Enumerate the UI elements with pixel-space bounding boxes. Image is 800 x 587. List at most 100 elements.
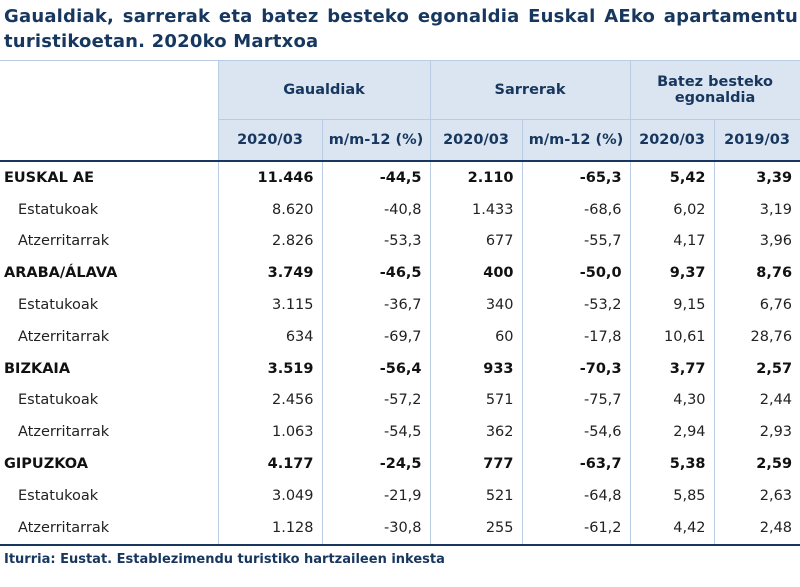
sub-header: 2020/03 (629, 119, 715, 162)
row-label: Estatukoak (0, 479, 219, 512)
cell: 5,42 (630, 161, 715, 194)
cell: -55,7 (522, 225, 631, 258)
cell: -68,6 (522, 193, 631, 226)
cell: 2,63 (759, 487, 793, 504)
cell: -46,5 (322, 257, 431, 290)
cell: 2.110 (430, 161, 523, 194)
cell: 3.049 (218, 479, 323, 512)
sub-header: 2020/03 (429, 119, 523, 162)
cell: -69,7 (322, 320, 431, 353)
table-row: Estatukoak 3.049 -21,9 521 -64,8 5,85 2,63 (0, 479, 800, 512)
row-label: GIPUZKOA (0, 448, 219, 480)
cell: 255 (430, 511, 523, 546)
cell: -65,3 (522, 161, 631, 194)
cell: 60 (430, 320, 523, 353)
row-label: Atzerritarrak (0, 511, 219, 546)
cell: 8,76 (756, 265, 793, 282)
cell: -56,4 (322, 352, 431, 385)
table-row: GIPUZKOA 4.177 -24,5 777 -63,7 5,38 2,59 (0, 448, 800, 480)
cell: 3,19 (759, 201, 793, 218)
cell: -54,6 (522, 416, 631, 449)
cell: 2,94 (630, 416, 715, 449)
cell: -44,5 (322, 161, 431, 194)
cell: 28,76 (750, 328, 793, 345)
cell: 677 (430, 225, 523, 258)
cell: -63,7 (522, 448, 631, 480)
cell: -30,8 (322, 511, 431, 546)
cell: -54,5 (322, 416, 431, 449)
cell: 571 (430, 384, 523, 417)
table-row: Estatukoak 3.115 -36,7 340 -53,2 9,15 6,76 (0, 289, 800, 321)
table-row: Atzerritarrak 1.063 -54,5 362 -54,6 2,94 2,93 (0, 416, 800, 449)
group-header: Batez besteko egonaldia (629, 60, 800, 120)
cell: -36,7 (322, 289, 431, 321)
cell: 2,59 (756, 456, 793, 473)
cell: 340 (430, 289, 523, 321)
cell: 5,85 (630, 479, 715, 512)
sub-header: m/m-12 (%) (521, 119, 631, 162)
cell: 10,61 (630, 320, 715, 353)
table-row: Atzerritarrak 2.826 -53,3 677 -55,7 4,17 3,96 (0, 225, 800, 258)
sub-header: 2019/03 (713, 119, 800, 162)
cell: 4.177 (218, 448, 323, 480)
cell: 4,30 (630, 384, 715, 417)
sub-header: m/m-12 (%) (321, 119, 431, 162)
row-label: EUSKAL AE (0, 161, 219, 194)
cell: 2,93 (759, 424, 793, 441)
cell: 6,76 (759, 297, 793, 314)
corner-cell (0, 60, 219, 162)
cell: 1.063 (218, 416, 323, 449)
table-row: BIZKAIA 3.519 -56,4 933 -70,3 3,77 2,57 (0, 352, 800, 385)
title: Gaualdiak, sarrerak eta batez besteko eg… (4, 6, 798, 52)
cell: -61,2 (522, 511, 631, 546)
table-row: ARABA/ÁLAVA 3.749 -46,5 400 -50,0 9,37 8,76 (0, 257, 800, 290)
cell: 2.826 (218, 225, 323, 258)
cell: 4,42 (630, 511, 715, 546)
cell: 2.456 (218, 384, 323, 417)
cell: 3,96 (759, 233, 793, 250)
cell: 9,15 (630, 289, 715, 321)
cell: 1.128 (218, 511, 323, 546)
table-row: Atzerritarrak 634 -69,7 60 -17,8 10,61 28,76 (0, 320, 800, 353)
cell: -70,3 (522, 352, 631, 385)
table-row: Estatukoak 2.456 -57,2 571 -75,7 4,30 2,44 (0, 384, 800, 417)
row-label: Atzerritarrak (0, 225, 219, 258)
cell: 8.620 (218, 193, 323, 226)
cell: 521 (430, 479, 523, 512)
cell: 3,77 (630, 352, 715, 385)
row-label: Atzerritarrak (0, 416, 219, 449)
cell: 362 (430, 416, 523, 449)
cell: 3.519 (218, 352, 323, 385)
table-row: Atzerritarrak 1.128 -30,8 255 -61,2 4,42 2,48 (0, 511, 800, 546)
cell: -53,2 (522, 289, 631, 321)
table-row: Estatukoak 8.620 -40,8 1.433 -68,6 6,02 3,19 (0, 193, 800, 226)
row-label: BIZKAIA (0, 352, 219, 385)
cell: 9,37 (630, 257, 715, 290)
cell: 933 (430, 352, 523, 385)
cell: -24,5 (322, 448, 431, 480)
cell: -75,7 (522, 384, 631, 417)
source: Iturria: Eustat. Establezimendu turistik… (4, 552, 445, 567)
cell: -40,8 (322, 193, 431, 226)
cell: 1.433 (430, 193, 523, 226)
cell: 6,02 (630, 193, 715, 226)
cell: 777 (430, 448, 523, 480)
cell: -53,3 (322, 225, 431, 258)
cell: 2,44 (759, 392, 793, 409)
group-header: Sarrerak (429, 60, 631, 120)
sub-header: 2020/03 (217, 119, 323, 162)
cell: 3,39 (756, 169, 793, 186)
cell: -57,2 (322, 384, 431, 417)
cell: 3.115 (218, 289, 323, 321)
cell: 11.446 (218, 161, 323, 194)
group-header: Gaualdiak (217, 60, 431, 120)
cell: 5,38 (630, 448, 715, 480)
row-label: Atzerritarrak (0, 320, 219, 353)
row-label: ARABA/ÁLAVA (0, 257, 219, 290)
cell: -17,8 (522, 320, 631, 353)
data-table: Gaualdiak Sarrerak Batez besteko egonald… (0, 60, 800, 546)
cell: 4,17 (630, 225, 715, 258)
cell: 2,57 (756, 360, 793, 377)
row-label: Estatukoak (0, 193, 219, 226)
